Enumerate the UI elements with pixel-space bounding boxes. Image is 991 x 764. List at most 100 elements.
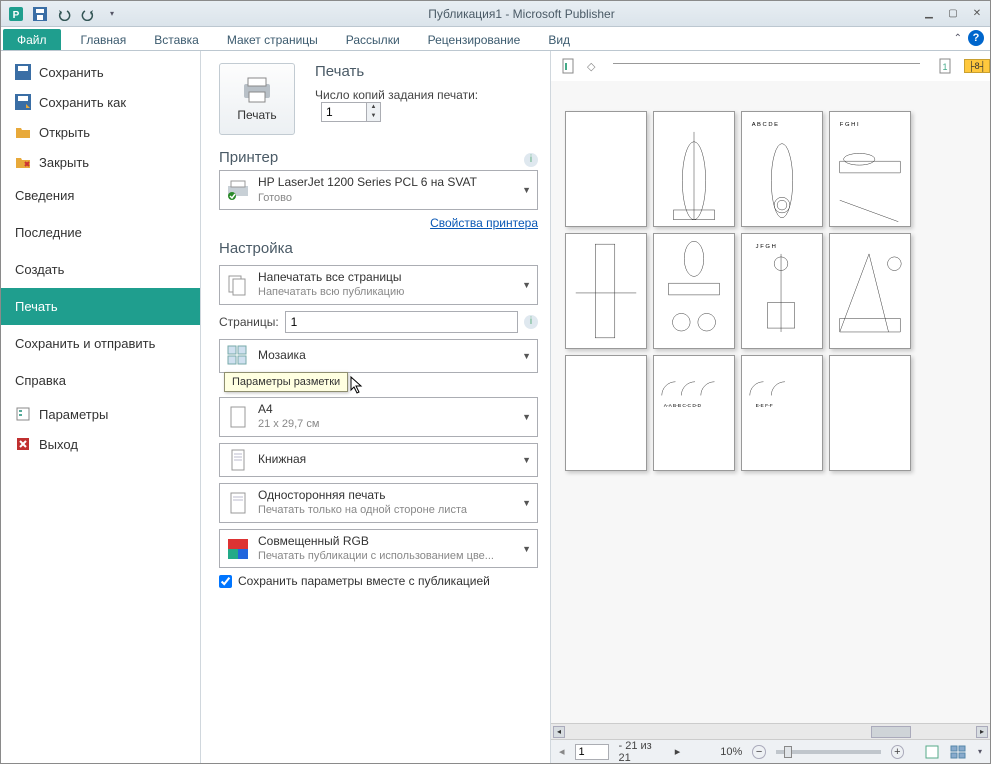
view-more-icon[interactable]: ▾: [978, 747, 982, 756]
app-window: P ▾ Публикация1 - Microsoft Publisher ▁ …: [0, 0, 991, 764]
layout-dropdown[interactable]: Мозаика ▼ Параметры разметки: [219, 339, 538, 373]
nav-open[interactable]: Открыть: [1, 117, 200, 147]
nav-options[interactable]: Параметры: [1, 399, 200, 429]
printer-properties-link[interactable]: Свойства принтера: [219, 216, 538, 230]
undo-icon[interactable]: [53, 3, 75, 25]
ruler-toggle-icon[interactable]: ├8┤: [964, 59, 990, 73]
printer-status: Готово: [258, 191, 516, 205]
copies-spinner[interactable]: ▲▼: [366, 103, 380, 121]
ribbon-collapse-icon[interactable]: ⌃: [954, 33, 962, 44]
preview-pane: ◇ 1 ├8┤ A B C D E F G H I J F G H: [551, 51, 990, 763]
nav-share[interactable]: Сохранить и отправить: [1, 325, 200, 362]
page-thumb[interactable]: [829, 355, 911, 471]
qat-more-icon[interactable]: ▾: [101, 3, 123, 25]
slider-handle-icon[interactable]: ◇: [587, 60, 595, 73]
svg-text:J F G H: J F G H: [756, 244, 776, 250]
chevron-down-icon: ▼: [516, 280, 531, 290]
pages-input[interactable]: [285, 311, 518, 333]
page-thumb[interactable]: [565, 233, 647, 349]
save-settings-checkbox[interactable]: Сохранить параметры вместе с публикацией: [219, 574, 538, 588]
horizontal-scrollbar[interactable]: ◂ ▸: [551, 723, 990, 739]
page-thumb[interactable]: [653, 111, 735, 227]
page-number-input[interactable]: [575, 744, 609, 760]
maximize-button[interactable]: ▢: [944, 7, 962, 21]
print-heading: Печать: [315, 63, 538, 80]
zoom-slider[interactable]: [776, 750, 881, 754]
redo-icon[interactable]: [77, 3, 99, 25]
window-title: Публикация1 - Microsoft Publisher: [123, 7, 920, 21]
page-thumb[interactable]: F G H I: [829, 111, 911, 227]
page-thumb[interactable]: [829, 233, 911, 349]
nav-save-as[interactable]: Сохранить как: [1, 87, 200, 117]
paper-dropdown[interactable]: A4 21 x 29,7 см ▼: [219, 397, 538, 437]
page-count-label: - 21 из 21: [619, 740, 665, 764]
prev-page-button[interactable]: ◂: [559, 745, 565, 758]
nav-print[interactable]: Печать: [1, 288, 200, 325]
copies-label: Число копий задания печати:: [315, 88, 478, 102]
app-icon[interactable]: P: [5, 3, 27, 25]
duplex-dropdown[interactable]: Односторонняя печать Печатать только на …: [219, 483, 538, 523]
copies-input[interactable]: [322, 103, 366, 121]
nav-save[interactable]: Сохранить: [1, 57, 200, 87]
tab-insert[interactable]: Вставка: [140, 29, 213, 50]
nav-close[interactable]: Закрыть: [1, 147, 200, 177]
svg-text:P: P: [13, 10, 20, 21]
help-icon[interactable]: ?: [968, 30, 984, 46]
settings-heading: Настройка: [219, 240, 538, 257]
page-thumb[interactable]: A-A B-B C-C D-D: [653, 355, 735, 471]
print-button[interactable]: Печать: [219, 63, 295, 135]
save-settings-check[interactable]: [219, 575, 232, 588]
tab-review[interactable]: Рецензирование: [414, 29, 535, 50]
preview-canvas[interactable]: A B C D E F G H I J F G H A-A B-B C-C D-…: [551, 81, 990, 723]
exit-icon: [15, 436, 31, 452]
layout-tooltip: Параметры разметки: [224, 372, 348, 392]
preview-toolbar: ◇ 1 ├8┤: [551, 51, 990, 81]
printer-name: HP LaserJet 1200 Series PCL 6 на SVAT: [258, 175, 516, 191]
page-thumb[interactable]: E-E F-F: [741, 355, 823, 471]
page-range-dropdown[interactable]: Напечатать все страницы Напечатать всю п…: [219, 265, 538, 305]
tab-mailings[interactable]: Рассылки: [332, 29, 414, 50]
chevron-down-icon: ▼: [516, 544, 531, 554]
next-page-button[interactable]: ▸: [675, 745, 681, 758]
page-thumb[interactable]: [565, 355, 647, 471]
open-icon: [15, 124, 31, 140]
save-icon[interactable]: [29, 3, 51, 25]
svg-text:A B C D E: A B C D E: [752, 122, 778, 128]
tab-home[interactable]: Главная: [67, 29, 141, 50]
page-thumb[interactable]: A B C D E: [741, 111, 823, 227]
fit-page-icon[interactable]: [924, 745, 940, 759]
thumbnail-grid: A B C D E F G H I J F G H A-A B-B C-C D-…: [565, 111, 976, 471]
nav-info[interactable]: Сведения: [1, 177, 200, 214]
info-icon[interactable]: i: [524, 153, 538, 167]
color-dropdown[interactable]: Совмещенный RGB Печатать публикации с ис…: [219, 529, 538, 569]
zoom-out-button[interactable]: −: [752, 745, 765, 759]
tab-pagelayout[interactable]: Макет страницы: [213, 29, 332, 50]
page-thumb[interactable]: [565, 111, 647, 227]
ruler[interactable]: [613, 63, 920, 69]
cursor-icon: [350, 376, 364, 394]
minimize-button[interactable]: ▁: [920, 7, 938, 21]
close-button[interactable]: ✕: [968, 7, 986, 21]
printer-dropdown[interactable]: HP LaserJet 1200 Series PCL 6 на SVAT Го…: [219, 170, 538, 210]
page-thumb[interactable]: [653, 233, 735, 349]
tab-view[interactable]: Вид: [534, 29, 584, 50]
nav-exit[interactable]: Выход: [1, 429, 200, 459]
backstage: Сохранить Сохранить как Открыть Закрыть …: [1, 51, 990, 763]
backstage-nav: Сохранить Сохранить как Открыть Закрыть …: [1, 51, 201, 763]
printer-device-icon: [226, 178, 250, 202]
page-marker-icon[interactable]: 1: [938, 58, 952, 74]
multi-page-icon[interactable]: [950, 745, 968, 759]
chevron-down-icon: ▼: [516, 351, 531, 361]
page-thumb[interactable]: J F G H: [741, 233, 823, 349]
svg-text:A-A B-B C-C D-D: A-A B-B C-C D-D: [664, 403, 702, 409]
page-marker-icon[interactable]: [561, 58, 575, 74]
tab-file[interactable]: Файл: [3, 29, 61, 50]
nav-recent[interactable]: Последние: [1, 214, 200, 251]
nav-help[interactable]: Справка: [1, 362, 200, 399]
zoom-in-button[interactable]: +: [891, 745, 904, 759]
orientation-dropdown[interactable]: Книжная ▼: [219, 443, 538, 477]
preview-statusbar: ◂ - 21 из 21 ▸ 10% − + ▾: [551, 739, 990, 763]
chevron-down-icon: ▼: [516, 185, 531, 195]
nav-create[interactable]: Создать: [1, 251, 200, 288]
info-icon[interactable]: i: [524, 315, 538, 329]
